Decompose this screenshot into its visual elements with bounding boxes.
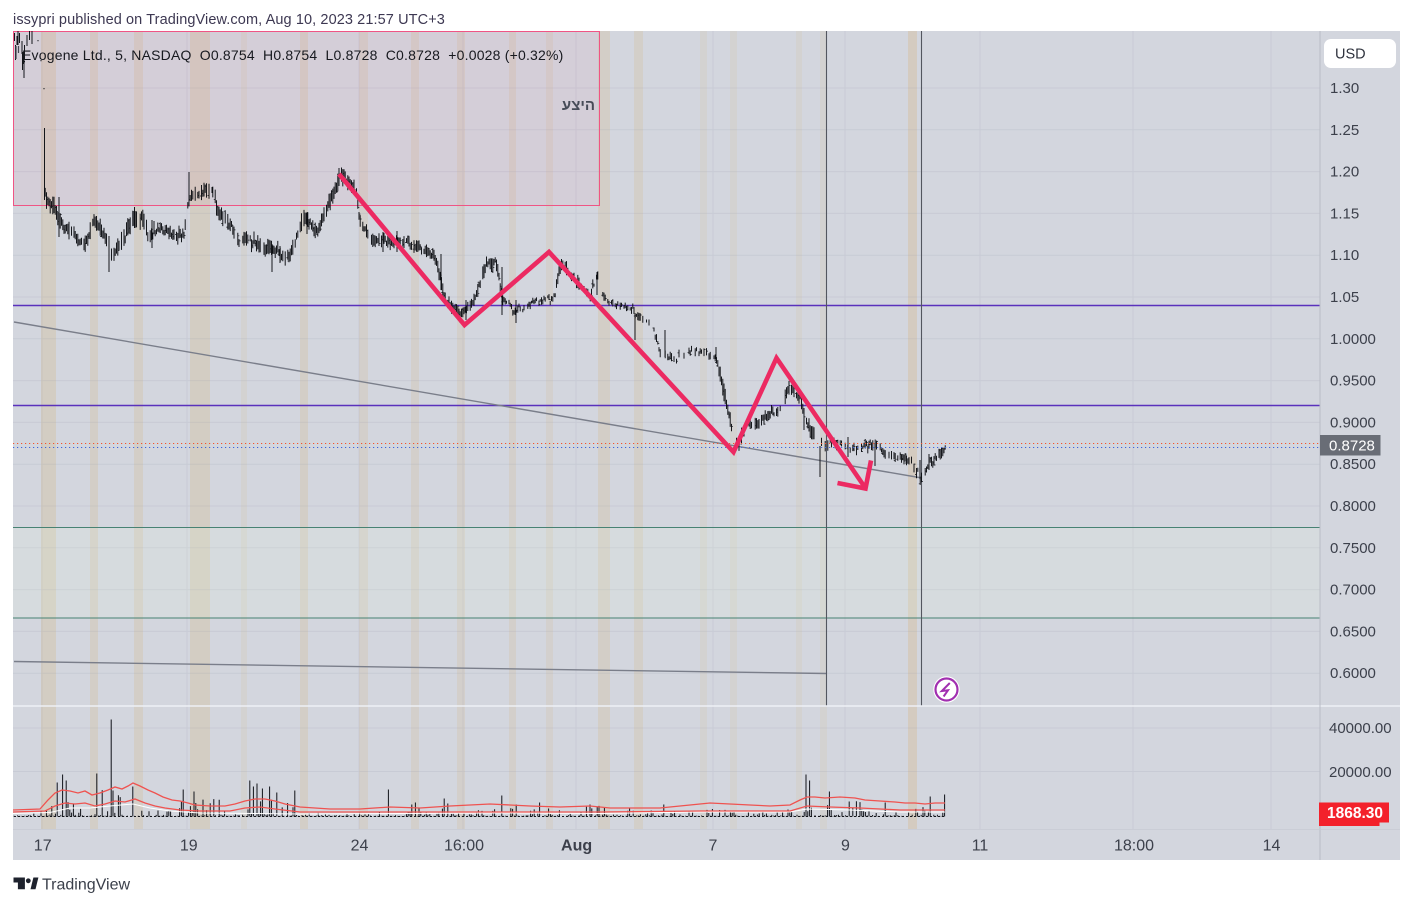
svg-text:14: 14: [1263, 838, 1281, 855]
svg-text:Aug: Aug: [561, 838, 592, 855]
svg-text:0.8000: 0.8000: [1330, 498, 1376, 515]
svg-text:Evogene Ltd., 5, NASDAQ O0.87: Evogene Ltd., 5, NASDAQ O0.8754 H0.8754 …: [22, 47, 564, 63]
svg-text:20000.00: 20000.00: [1329, 764, 1392, 781]
svg-text:24: 24: [351, 838, 369, 855]
svg-text:0.6000: 0.6000: [1330, 665, 1376, 682]
svg-text:0.8500: 0.8500: [1330, 456, 1376, 473]
svg-text:1868.30: 1868.30: [1327, 805, 1383, 822]
svg-text:1.20: 1.20: [1330, 164, 1359, 181]
svg-text:0.8728: 0.8728: [1329, 438, 1375, 455]
svg-text:issypri published on TradingVi: issypri published on TradingView.com, Au…: [13, 12, 445, 28]
svg-text:1.15: 1.15: [1330, 205, 1359, 222]
svg-text:0.9500: 0.9500: [1330, 373, 1376, 390]
svg-text:16:00: 16:00: [444, 838, 484, 855]
svg-text:1.25: 1.25: [1330, 122, 1359, 139]
svg-text:TradingView: TradingView: [42, 877, 130, 894]
svg-text:0.9000: 0.9000: [1330, 414, 1376, 431]
svg-text:USD: USD: [1335, 47, 1366, 63]
svg-text:19: 19: [180, 838, 198, 855]
svg-text:11: 11: [972, 838, 989, 855]
svg-text:1.30: 1.30: [1330, 80, 1359, 97]
svg-text:17: 17: [34, 838, 52, 855]
svg-text:0.7000: 0.7000: [1330, 582, 1376, 599]
svg-text:היצע: היצע: [562, 97, 595, 114]
svg-text:1.0000: 1.0000: [1330, 331, 1376, 348]
svg-text:0.7500: 0.7500: [1330, 540, 1376, 557]
svg-text:1.05: 1.05: [1330, 289, 1359, 306]
svg-text:1.10: 1.10: [1330, 247, 1359, 264]
svg-text:40000.00: 40000.00: [1329, 720, 1392, 737]
svg-text:18:00: 18:00: [1114, 838, 1154, 855]
svg-text:0.6500: 0.6500: [1330, 623, 1376, 640]
svg-text:7: 7: [708, 838, 717, 855]
svg-text:9: 9: [841, 838, 850, 855]
